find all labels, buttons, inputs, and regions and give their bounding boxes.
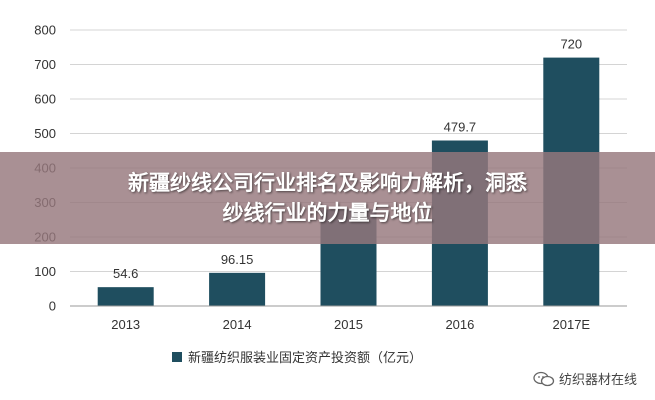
data-label: 479.7: [444, 120, 477, 135]
data-label: 96.15: [221, 252, 254, 267]
bar-2014: [209, 272, 266, 306]
legend-label: 新疆纺织服装业固定资产投资额（亿元）: [188, 350, 422, 366]
x-tick-label: 2013: [111, 317, 140, 332]
data-label: 54.6: [113, 266, 138, 281]
x-tick-label: 2016: [445, 317, 474, 332]
wechat-icon: [533, 371, 555, 386]
y-tick-label: 500: [34, 126, 56, 141]
x-tick-label: 2015: [334, 317, 363, 332]
y-tick-label: 0: [49, 299, 56, 314]
title-banner: 新疆纱线公司行业排名及影响力解析，洞悉 纱线行业的力量与地位: [0, 152, 655, 244]
y-tick-label: 600: [34, 92, 56, 107]
brand-name: 纺织器材在线: [558, 373, 637, 388]
y-tick-label: 100: [34, 264, 56, 279]
x-tick-label: 2014: [223, 317, 252, 332]
x-tick-label: 2017E: [553, 317, 591, 332]
x-axis-ticks: 2013 2014 2015 2016 2017E: [111, 317, 590, 332]
banner-title-line-2: 纱线行业的力量与地位: [222, 201, 433, 225]
data-labels: 54.6 96.15 479.7 720: [113, 37, 582, 282]
legend-swatch: [172, 352, 182, 362]
legend: 新疆纺织服装业固定资产投资额（亿元）: [172, 350, 422, 366]
data-label: 720: [560, 37, 582, 52]
y-tick-label: 800: [34, 23, 56, 38]
y-tick-label: 700: [34, 57, 56, 72]
brand-watermark: 纺织器材在线: [533, 369, 637, 388]
banner-title-line-1: 新疆纱线公司行业排名及影响力解析，洞悉: [128, 171, 527, 195]
bar-2013: [97, 287, 154, 306]
